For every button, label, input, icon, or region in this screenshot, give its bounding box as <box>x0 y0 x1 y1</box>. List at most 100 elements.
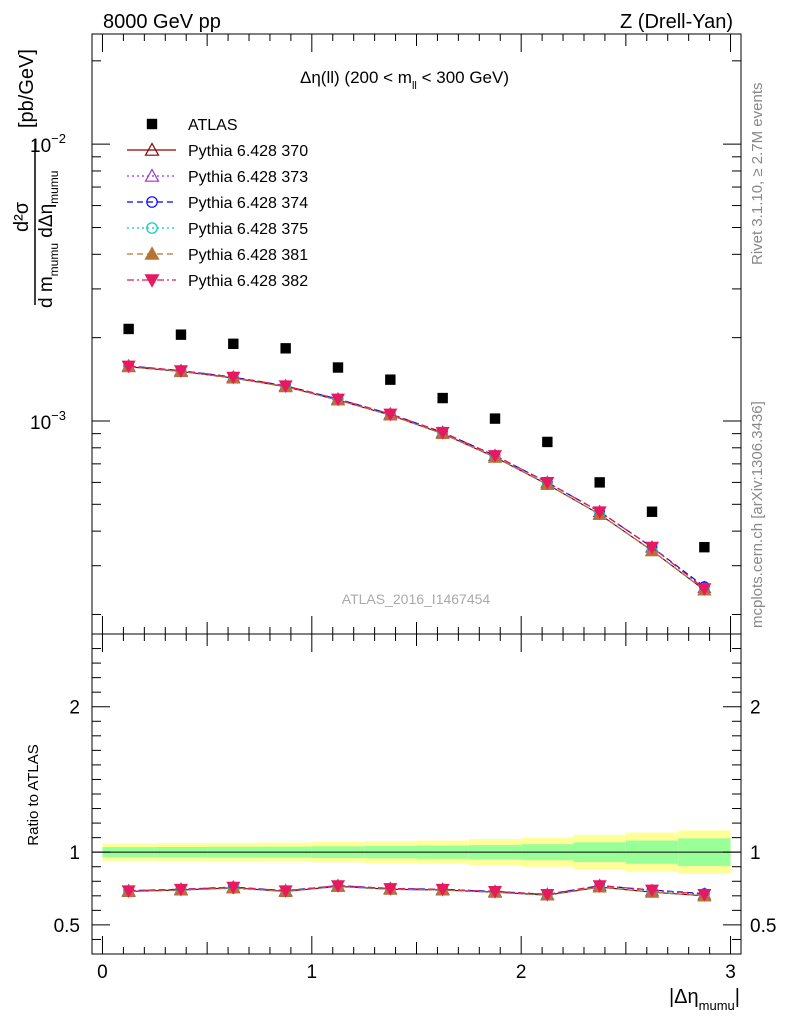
ratio-ytick-label-left: 1 <box>69 843 80 864</box>
atlas-data-point <box>332 362 344 373</box>
atlas-data-point <box>489 413 501 424</box>
main-series-5-point <box>540 476 555 490</box>
title-sub: ll <box>412 80 417 92</box>
ratio-series-5-point <box>226 881 241 895</box>
ratio-series-line-3 <box>128 885 705 896</box>
xlabel-post: | <box>735 986 740 1008</box>
title-pre: Δη(ll) (200 < m <box>300 68 412 87</box>
legend-marker <box>144 168 160 182</box>
legend-label: Pythia 6.428 373 <box>188 169 308 186</box>
legend-marker <box>146 222 158 234</box>
main-series-5-point <box>592 506 607 519</box>
header-left: 8000 GeV pp <box>103 11 221 33</box>
ratio-series-5-point <box>487 886 503 899</box>
legend-label: Pythia 6.428 382 <box>188 273 308 290</box>
ylabel-den-pre: d m <box>36 276 57 308</box>
main-series-5-point <box>121 360 136 374</box>
atlas-data-point <box>280 343 291 354</box>
main-series <box>121 358 712 596</box>
main-ytick-label: 10−3 <box>30 408 66 434</box>
xlabel-pre: |Δη <box>669 986 699 1008</box>
main-series-line-2 <box>128 365 705 588</box>
ylabel-den-sub: mumu <box>47 243 61 276</box>
main-series-5-point <box>487 450 503 463</box>
main-series-5-point <box>645 541 660 555</box>
xtick-label: 1 <box>307 962 318 983</box>
title-post: < 300 GeV) <box>417 68 509 87</box>
main-data-points <box>123 323 710 553</box>
atlas-data-point <box>542 436 553 448</box>
main-series-5-point <box>226 371 241 385</box>
ratio-ytick-label-right: 1 <box>750 843 761 864</box>
main-series-5-point <box>697 583 712 596</box>
ratio-ytick-label-right: 2 <box>750 698 761 719</box>
legend-label: Pythia 6.428 370 <box>188 143 308 160</box>
ratio-ytick-label-left: 2 <box>69 698 80 719</box>
legend-marker <box>144 274 160 288</box>
analysis-watermark: ATLAS_2016_I1467454 <box>342 591 491 607</box>
ratio-series-5-point <box>645 884 660 898</box>
ratio-panel: 0.5 0.5 1 1 2 2 0 1 2 3 <box>54 633 777 983</box>
xtick-label: 2 <box>516 962 527 983</box>
atlas-data-point <box>175 329 187 340</box>
legend-label: Pythia 6.428 374 <box>188 195 308 212</box>
ratio-series-5-point <box>383 883 398 896</box>
ratio-series-5-point <box>435 883 450 897</box>
ratio-ytick-label-left: 0.5 <box>54 916 80 937</box>
ratio-series-5-point <box>121 885 136 898</box>
legend-marker <box>144 142 160 156</box>
atlas-data-point <box>437 392 448 404</box>
atlas-data-point <box>646 506 658 517</box>
ratio-series-5-point <box>697 888 712 902</box>
ratio-ticks <box>92 634 741 954</box>
atlas-data-point <box>699 541 710 553</box>
legend-label: Pythia 6.428 375 <box>188 221 308 238</box>
plot-title: Δη(ll) (200 < mll < 300 GeV) <box>300 68 509 92</box>
rivet-label: Rivet 3.1.10, ≥ 2.7M events <box>749 83 766 266</box>
mcplots-label: mcplots.cern.ch [arXiv:1306.3436] <box>749 401 766 628</box>
atlas-data-point <box>385 374 396 385</box>
xlabel-sub: mumu <box>699 998 735 1013</box>
xtick-label: 3 <box>725 962 736 983</box>
ratio-ylabel: Ratio to ATLAS <box>25 744 42 845</box>
main-ticks <box>92 34 741 634</box>
ratio-series-line-5 <box>128 885 705 895</box>
ratio-series-line-4 <box>128 885 705 897</box>
atlas-data-point <box>123 323 134 335</box>
ratio-xtick-labels: 0 1 2 3 <box>97 962 736 983</box>
atlas-data-point <box>594 477 605 488</box>
legend-label: Pythia 6.428 381 <box>188 247 308 264</box>
ratio-ytick-label-right: 0.5 <box>750 916 776 937</box>
ylabel-den-sub2: mumu <box>47 171 61 204</box>
atlas-data-point <box>228 338 239 350</box>
main-series-5-point <box>173 365 188 378</box>
ylabel-den: d mmumu dΔηmumu <box>36 171 61 308</box>
ylabel-unit: [pb/GeV] <box>16 49 38 128</box>
main-series-line-0 <box>128 366 705 591</box>
ratio-series-5-point <box>540 888 555 902</box>
ratio-frame <box>91 633 742 955</box>
ylabel-num: d²σ <box>11 201 33 232</box>
ratio-series-5-point <box>278 885 293 898</box>
legend-marker <box>146 196 158 208</box>
header-right: Z (Drell-Yan) <box>620 11 733 33</box>
legend-marker <box>146 118 158 130</box>
legend-marker <box>144 246 160 260</box>
xtick-label: 0 <box>97 962 108 983</box>
ratio-series <box>121 878 712 902</box>
ratio-series-5-point <box>592 880 607 893</box>
ratio-ytick-labels: 0.5 0.5 1 1 2 2 <box>54 698 777 937</box>
ylabel-den-mid: dΔη <box>36 204 57 243</box>
main-series-5-point <box>383 408 398 422</box>
main-series-line-4 <box>128 366 705 591</box>
main-series-line-3 <box>128 366 705 591</box>
xlabel: |Δηmumu| <box>669 986 740 1013</box>
main-series-line-5 <box>128 365 705 590</box>
legend: ATLAS Pythia 6.428 370 Pythia 6.428 373 Pyt… <box>127 117 308 290</box>
main-series-line-1 <box>128 365 705 589</box>
legend-label: ATLAS <box>188 117 238 134</box>
ratio-series-5-point <box>330 880 346 893</box>
main-series-5-point <box>330 393 346 407</box>
ratio-series-5-point <box>173 883 188 897</box>
